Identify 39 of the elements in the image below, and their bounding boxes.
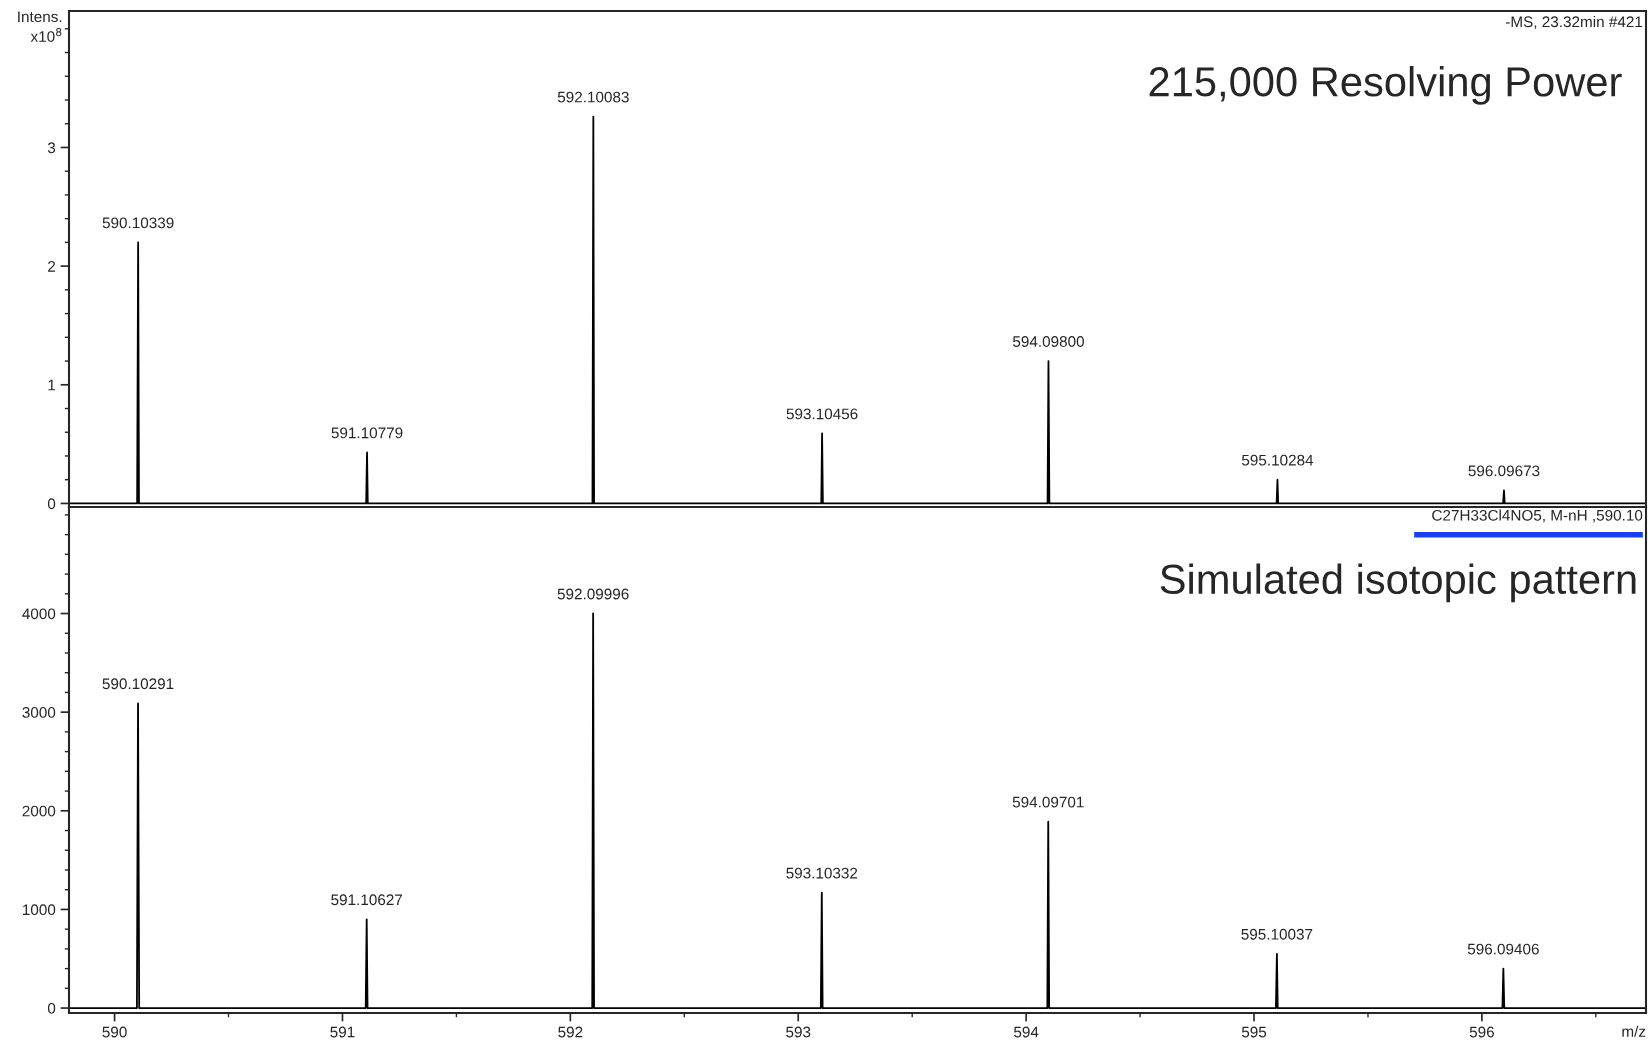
y-tick-label: 0 <box>47 498 56 510</box>
line-series <box>69 115 1646 505</box>
x-tick-label: 594 <box>1014 1026 1039 1038</box>
y-axis-title: Intens. <box>18 11 62 23</box>
annotation: 596.09406 <box>1467 943 1539 955</box>
text: Simulated isotopic pattern <box>1160 563 1636 603</box>
annotation: 590.10291 <box>102 678 174 690</box>
annotation: C27H33Cl4NO5, M-nH ,590.10 <box>1432 509 1643 523</box>
line-series <box>69 612 1646 1009</box>
annotation: 592.10083 <box>557 91 629 103</box>
x-tick-label: 592 <box>558 1026 583 1038</box>
y-tick-label: 2000 <box>22 805 56 817</box>
annotation: 594.09800 <box>1012 336 1084 347</box>
annotation: 590.10339 <box>102 217 174 229</box>
annotation: 593.10456 <box>786 408 858 420</box>
annotation: 595.10284 <box>1241 454 1314 466</box>
x-axis-title: m/z <box>1622 1025 1646 1037</box>
x-tick-label: 590 <box>102 1026 127 1038</box>
annotation: -MS, 23.32min #421 <box>1505 15 1643 29</box>
x-tick-label: 593 <box>786 1026 811 1038</box>
y-tick-label: 0 <box>47 1002 56 1014</box>
y-tick-label: 1 <box>48 379 56 391</box>
y-tick-label: 3 <box>47 142 56 154</box>
y-tick-label: 1000 <box>22 904 56 916</box>
x-tick-label: 595 <box>1241 1026 1267 1038</box>
x-tick-label: 596 <box>1469 1026 1494 1038</box>
annotation: 594.09701 <box>1012 796 1084 808</box>
y-tick-label: 4000 <box>22 608 56 620</box>
y-tick-label: 3000 <box>22 707 56 718</box>
x-tick-label: 591 <box>330 1026 355 1038</box>
text: 215,000 Resolving Power <box>1149 65 1622 105</box>
y-tick-label: 2 <box>48 260 56 272</box>
annotation: 595.10037 <box>1241 928 1313 940</box>
annotation: 592.09996 <box>557 588 629 600</box>
annotation: 593.10332 <box>786 867 858 879</box>
annotation: 591.10779 <box>331 427 403 439</box>
annotation: 591.10627 <box>331 894 403 906</box>
text: x10$^{8}$ <box>30 28 62 42</box>
annotation: 596.09673 <box>1468 465 1540 477</box>
